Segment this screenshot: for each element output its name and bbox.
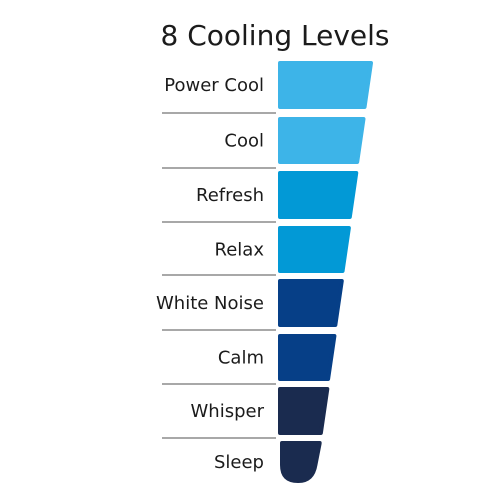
level-bar	[278, 117, 366, 164]
level-bar	[278, 171, 359, 219]
level-label: Relax	[215, 240, 265, 261]
title: 8 Cooling Levels	[160, 19, 389, 52]
level-bar	[280, 441, 322, 483]
level-label: Cool	[224, 131, 264, 152]
level-label: Refresh	[196, 185, 264, 206]
level-bar	[278, 387, 330, 435]
level-label: Power Cool	[164, 75, 264, 96]
level-label: Sleep	[214, 452, 264, 473]
level-bar	[278, 334, 337, 381]
level-bar	[278, 279, 344, 327]
level-label: Calm	[218, 348, 264, 369]
level-label: Whisper	[191, 401, 265, 422]
level-label: White Noise	[156, 293, 264, 314]
level-bar	[278, 226, 351, 273]
level-bar	[278, 61, 373, 109]
